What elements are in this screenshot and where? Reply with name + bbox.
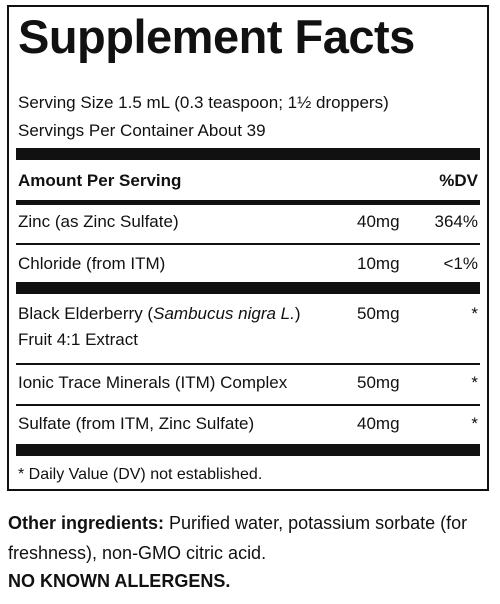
nutrient-name: Chloride (from ITM) — [18, 254, 166, 273]
nutrient-dv: <1% — [443, 254, 479, 273]
row-divider — [16, 404, 480, 406]
serving-size: Serving Size 1.5 mL (0.3 teaspoon; 1½ dr… — [18, 93, 389, 112]
other-ingredients-label: Other ingredients: — [8, 513, 165, 533]
ingredient-amount: 50mg — [357, 304, 400, 323]
thick-divider-bottom — [16, 444, 480, 456]
thick-divider-top — [16, 148, 480, 160]
amount-per-serving-header: Amount Per Serving — [18, 171, 182, 190]
ingredient-name: Black Elderberry (Sambucus nigra L.) — [18, 304, 301, 323]
row-divider — [16, 363, 480, 365]
thick-divider-middle — [16, 282, 480, 294]
nutrient-name: Zinc (as Zinc Sulfate) — [18, 212, 179, 231]
ingredient-name-line2: Fruit 4:1 Extract — [18, 330, 138, 349]
nutrient-dv: 364% — [434, 212, 478, 231]
ingredient-name: Ionic Trace Minerals (ITM) Complex — [18, 373, 288, 392]
other-ingredients: Other ingredients: Purified water, potas… — [8, 508, 496, 568]
row-divider — [16, 243, 480, 245]
ingredient-name: Sulfate (from ITM, Zinc Sulfate) — [18, 414, 255, 433]
other-ingredients-text: Purified water, potassium sorbate (for f… — [8, 513, 468, 563]
supplement-facts-panel: Supplement Facts Serving Size 1.5 mL (0.… — [7, 5, 489, 491]
nutrient-amount: 10mg — [357, 254, 400, 273]
servings-per-container: Servings Per Container About 39 — [18, 121, 266, 140]
botanical-name: Sambucus nigra L. — [153, 304, 295, 323]
dv-footnote: * Daily Value (DV) not established. — [18, 466, 263, 483]
ingredient-dv: * — [471, 304, 478, 323]
ingredient-amount: 40mg — [357, 414, 400, 433]
ingredient-dv: * — [471, 373, 478, 392]
dv-header: %DV — [439, 171, 478, 190]
allergen-statement: NO KNOWN ALLERGENS. — [8, 571, 231, 591]
ingredient-amount: 50mg — [357, 373, 400, 392]
panel-title: Supplement Facts — [18, 10, 415, 63]
header-divider — [16, 200, 480, 205]
nutrient-amount: 40mg — [357, 212, 400, 231]
ingredient-dv: * — [471, 414, 478, 433]
